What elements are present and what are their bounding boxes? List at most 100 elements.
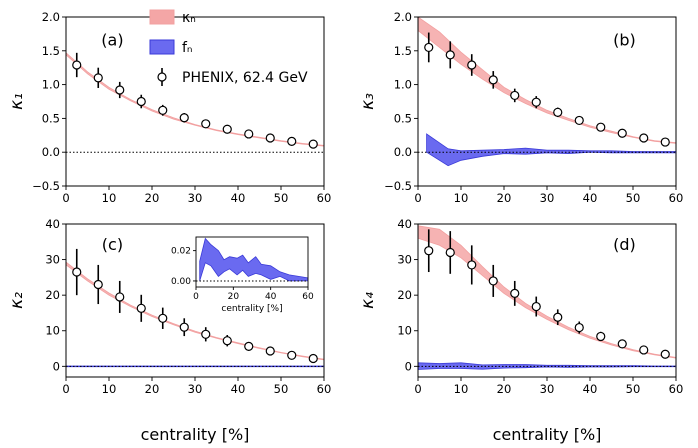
panel-ytick-label: 0.5	[394, 111, 412, 125]
plot-area	[418, 225, 676, 370]
inset-ytick-label: 0.00	[171, 277, 191, 287]
panel-xtick-label: 50	[626, 382, 641, 396]
data-point	[617, 339, 627, 349]
panel-ytick-label: 40	[45, 217, 60, 231]
data-point	[158, 105, 168, 115]
data-point	[596, 122, 606, 132]
axes-frame	[417, 16, 677, 187]
panel-ytick-label: 0.5	[42, 111, 60, 125]
panel-xtick-label: 40	[231, 382, 246, 396]
inset-frame	[195, 236, 309, 288]
inset-xtick-label: 0	[193, 292, 199, 302]
data-point	[596, 331, 606, 342]
inset-plot-area	[196, 237, 308, 282]
panel-label: (b)	[613, 31, 636, 50]
panel-d: 0 10 20 30 40 50 60 0 10 20 30 40 (d) κ₄ centrality [%…	[358, 217, 683, 444]
panel-xtick-label: 60	[317, 191, 332, 205]
panel-xtick-label: 20	[497, 382, 512, 396]
y-axis-title: κ₄	[358, 292, 378, 309]
panel-ytick-label: 1.5	[394, 44, 412, 58]
data-point	[660, 137, 670, 147]
panel-xtick-label: 30	[540, 191, 555, 205]
panel-b: 0 10 20 30 40 50 60 −0.5 0.0 0.5 1.0 1.5 2.0 (b) κ₃	[358, 10, 683, 205]
legend-kappa-swatch	[149, 9, 175, 25]
panel-xtick-label: 50	[626, 191, 641, 205]
data-point	[445, 50, 455, 60]
panel-xtick-label: 60	[317, 382, 332, 396]
panel-ytick-label: 2.0	[394, 10, 412, 24]
data-point	[574, 322, 584, 333]
data-point	[553, 312, 563, 322]
panel-ytick-label: 10	[397, 324, 412, 338]
data-point	[531, 97, 541, 107]
panel-ytick-label: 30	[397, 253, 412, 267]
panel-xtick-label: 30	[540, 382, 555, 396]
f-band	[418, 362, 676, 370]
panel-xtick-label: 10	[454, 191, 469, 205]
inset-f-band	[199, 237, 308, 282]
data-point	[617, 128, 627, 138]
panel-ytick-label: 0	[405, 359, 412, 373]
data-point	[424, 42, 434, 53]
data-point	[639, 133, 649, 143]
legend-data-label: PHENIX, 62.4 GeV	[182, 70, 308, 86]
plot-area	[418, 17, 676, 167]
legend-f-label: fₙ	[182, 40, 193, 56]
panels: 0 10 20 30 40 50 60 −0.5 0.0 0.5 1.0 1.5 2.0 (a) κ₁ 0 10…	[7, 10, 683, 444]
panel-xtick-label: 20	[497, 191, 512, 205]
kappa-band	[66, 52, 324, 147]
axes-frame	[65, 16, 325, 187]
panel-ytick-label: 30	[45, 253, 60, 267]
data-point	[553, 107, 563, 117]
data-point	[287, 136, 297, 146]
panel-xtick-label: 0	[62, 382, 69, 396]
panel-xtick-label: 60	[669, 191, 684, 205]
panel-label: (d)	[613, 235, 636, 254]
inset-x-axis-title: centrality [%]	[221, 304, 282, 314]
panel-xtick-label: 40	[583, 191, 598, 205]
panel-xtick-label: 50	[274, 382, 289, 396]
panel-c: 0 10 20 30 40 50 60 0 10 20 30 40 (c) κ₂ centrality [%…	[7, 217, 331, 444]
panel-xtick-label: 30	[188, 382, 203, 396]
data-point	[424, 246, 434, 256]
panel-xtick-label: 50	[274, 191, 289, 205]
panel-xtick-label: 30	[188, 191, 203, 205]
data-point	[308, 353, 318, 364]
data-point	[265, 346, 275, 356]
kappa-band	[418, 225, 676, 359]
kappa-band	[418, 17, 676, 144]
panel-xtick-label: 20	[145, 191, 160, 205]
data-point	[158, 313, 168, 323]
panel-xtick-label: 40	[583, 382, 598, 396]
panel-xtick-label: 0	[414, 382, 421, 396]
legend-kappa-label: κₙ	[182, 10, 196, 26]
inset: 0 20 40 60 0.00 0.02 centrality [%]	[171, 236, 314, 314]
panel-ytick-label: 20	[45, 288, 60, 302]
panel-ytick-label: 10	[45, 324, 60, 338]
data-point	[287, 350, 297, 360]
x-axis-title: centrality [%]	[141, 425, 250, 444]
data-point	[510, 90, 520, 101]
panel-ytick-label: 40	[397, 217, 412, 231]
panel-xtick-label: 40	[231, 191, 246, 205]
data-point	[467, 260, 477, 270]
panel-label: (a)	[101, 31, 123, 50]
panel-xtick-label: 20	[145, 382, 160, 396]
y-axis-title: κ₂	[7, 292, 27, 309]
data-point	[308, 139, 318, 149]
y-axis-title: κ₃	[358, 93, 378, 110]
panel-label: (c)	[102, 235, 123, 254]
data-point	[660, 349, 670, 359]
data-point	[244, 341, 254, 351]
legend-marker	[157, 72, 167, 82]
data-point	[72, 60, 82, 70]
axes-frame	[65, 223, 325, 378]
inset-xtick-label: 40	[265, 292, 277, 302]
data-point	[531, 301, 541, 312]
data-point	[136, 303, 146, 313]
x-axis-title: centrality [%]	[493, 425, 602, 444]
data-point	[510, 288, 520, 298]
data-point	[488, 75, 498, 85]
legend: κₙ fₙ PHENIX, 62.4 GeV	[149, 9, 308, 86]
